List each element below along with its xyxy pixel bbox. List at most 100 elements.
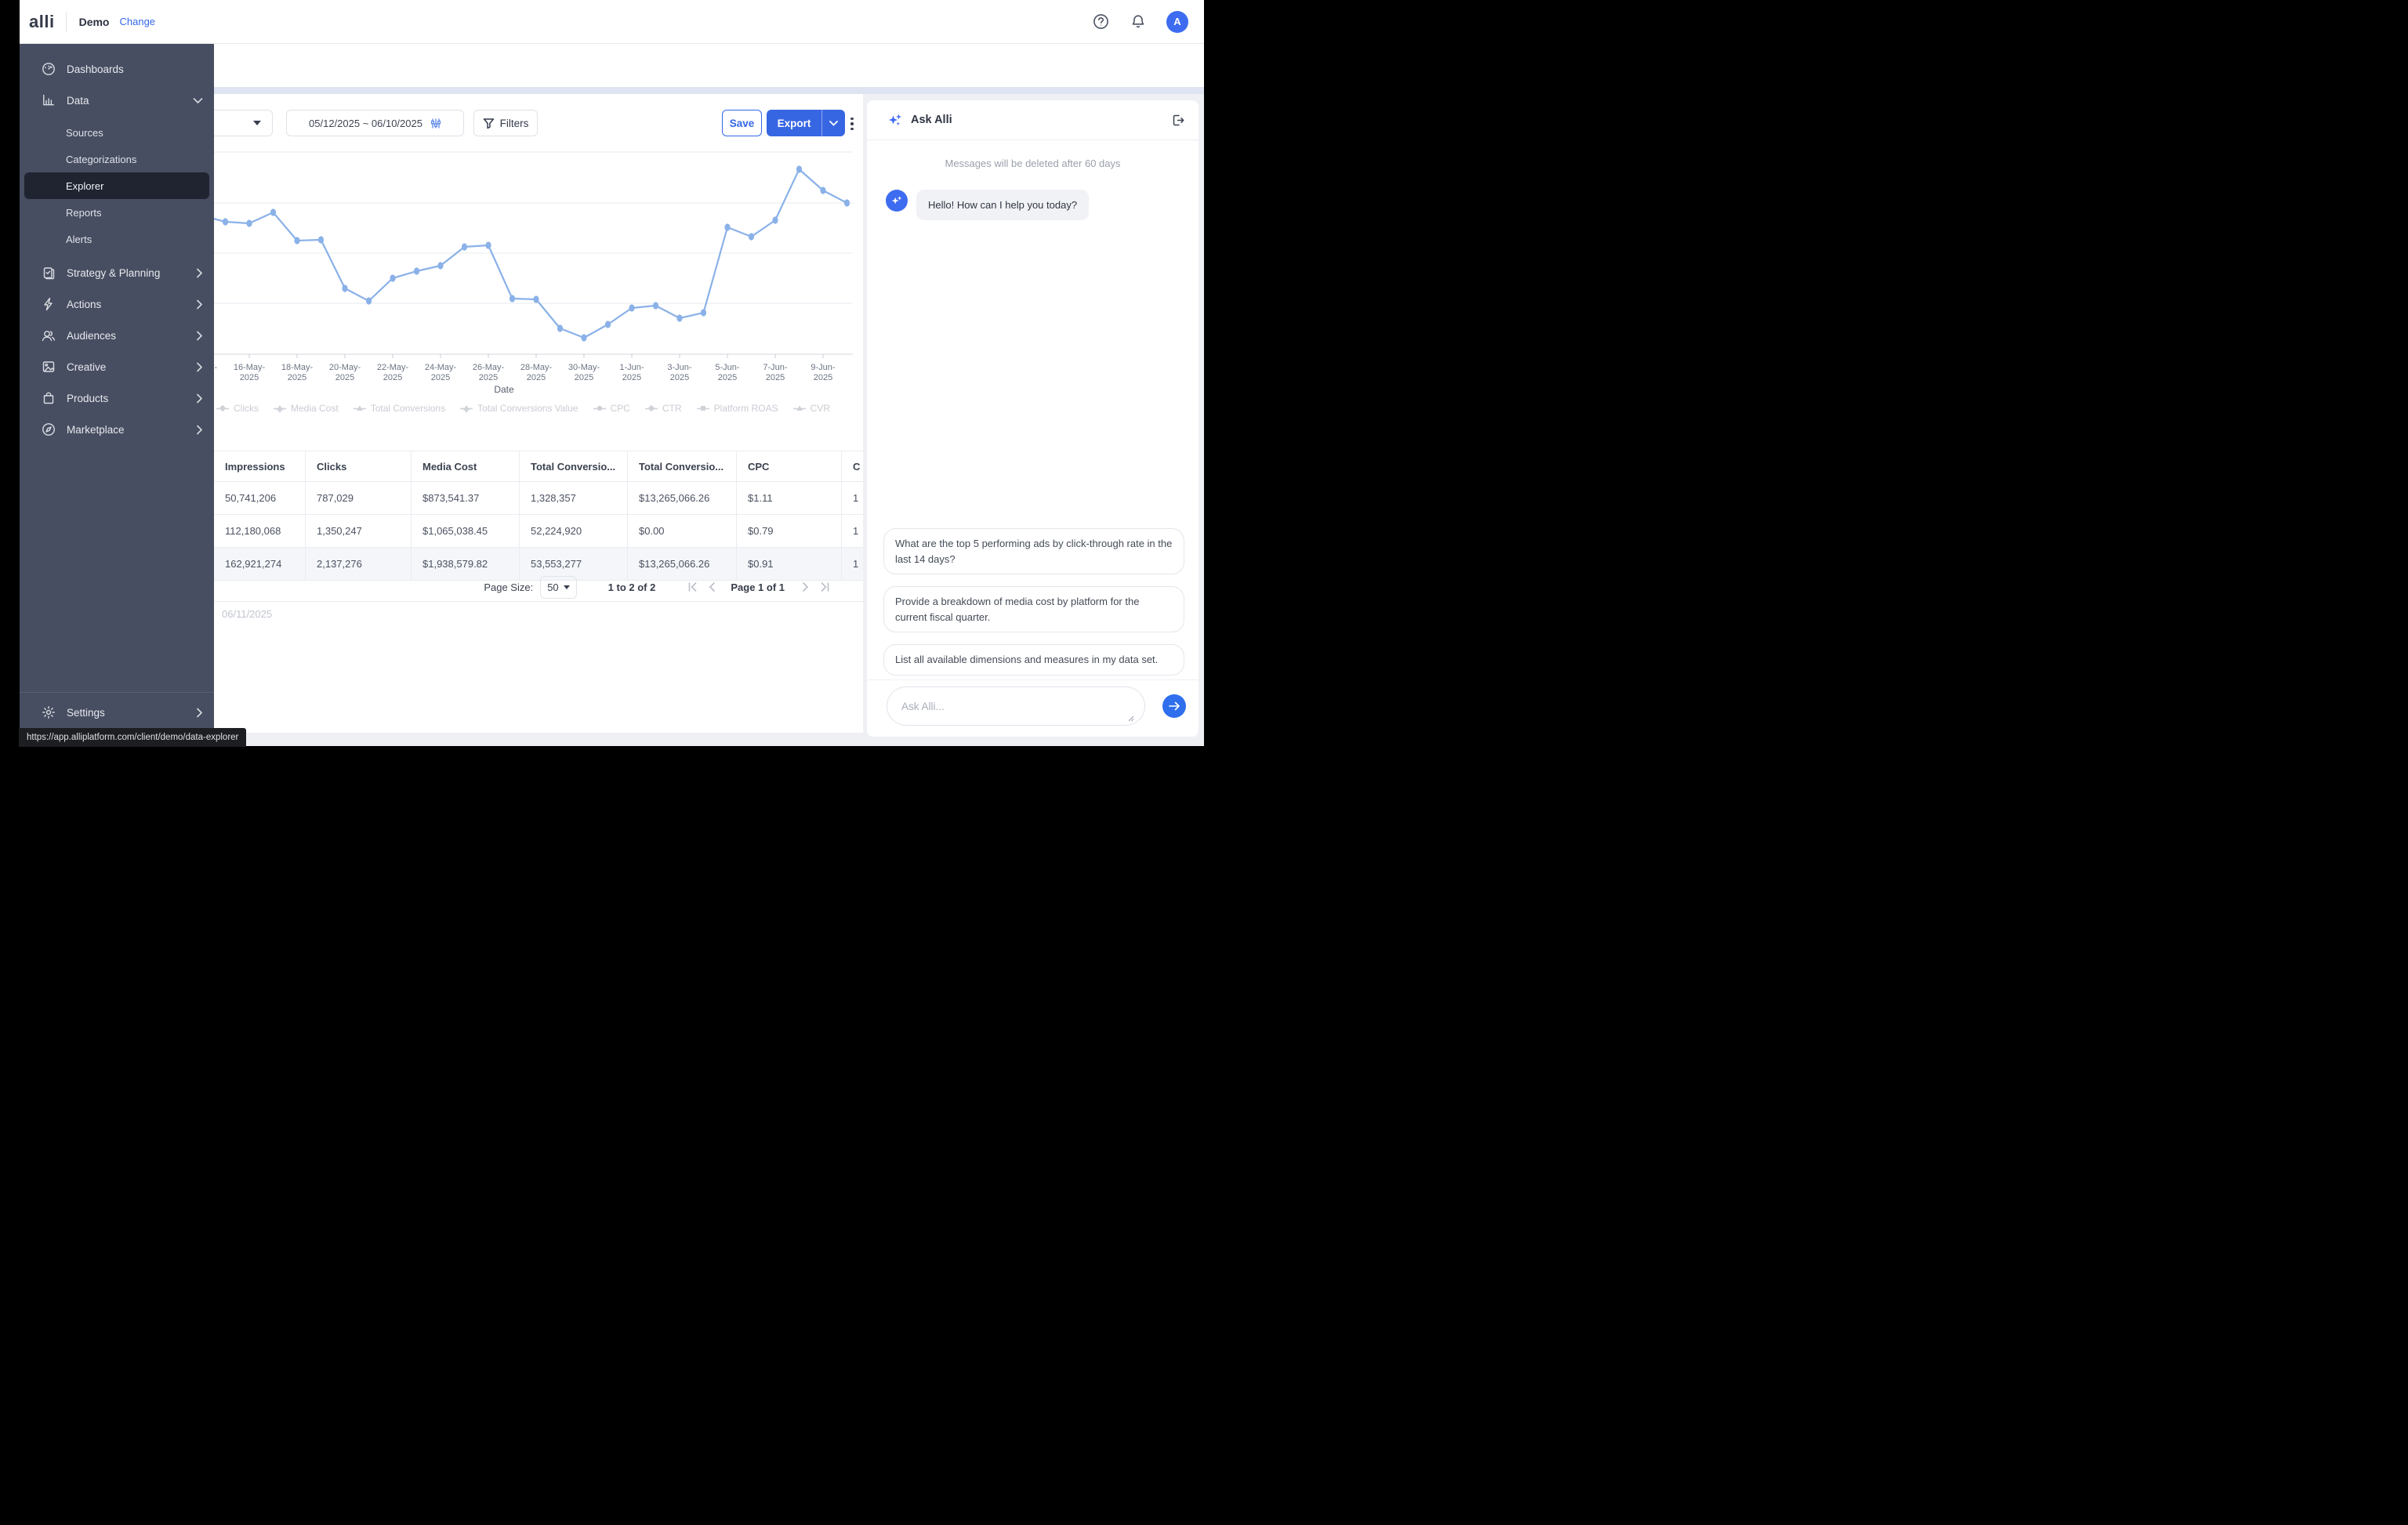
table-header-cell[interactable]: Clicks bbox=[306, 451, 412, 481]
sidebar-item-dashboards[interactable]: Dashboards bbox=[20, 53, 214, 85]
prev-page-button[interactable] bbox=[702, 582, 721, 592]
table-cell: $13,265,066.26 bbox=[628, 548, 737, 580]
x-tick-label: 14-May-2025 bbox=[214, 363, 218, 372]
chevron-right-icon bbox=[196, 393, 203, 404]
filters-label: Filters bbox=[499, 117, 529, 129]
data-icon bbox=[41, 93, 56, 107]
export-label: Export bbox=[777, 117, 811, 129]
x-tick-label: 20-May- 2025 bbox=[328, 363, 361, 382]
suggested-prompt-1[interactable]: What are the top 5 performing ads by cli… bbox=[883, 528, 1184, 574]
chevron-right-icon bbox=[196, 268, 203, 278]
send-button[interactable] bbox=[1162, 694, 1186, 718]
marketplace-icon bbox=[41, 422, 56, 436]
sidebar-item-data[interactable]: Data bbox=[20, 85, 214, 116]
table-header-cell[interactable]: CPC bbox=[737, 451, 842, 481]
status-url-tooltip: https://app.alliplatform.com/client/demo… bbox=[19, 728, 247, 747]
last-page-button[interactable] bbox=[814, 582, 833, 592]
filters-button[interactable]: Filters bbox=[473, 110, 538, 136]
data-updated-date: 06/11/2025 bbox=[222, 608, 273, 620]
table-row[interactable]: 112,180,068 1,350,247 $1,065,038.45 52,224,… bbox=[214, 515, 863, 548]
table-cell: $873,541.37 bbox=[412, 482, 520, 514]
suggested-prompt-2[interactable]: Provide a breakdown of media cost by pla… bbox=[883, 586, 1184, 632]
sidebar-item-marketplace[interactable]: Marketplace bbox=[20, 414, 214, 445]
sidebar-item-reports[interactable]: Reports bbox=[66, 206, 102, 219]
assistant-message-bubble: Hello! How can I help you today? bbox=[916, 190, 1090, 220]
table-cell: 53,553,277 bbox=[520, 548, 628, 580]
line-chart: 14-May-2025 16-May-2025 18-May-2025 20-May-… bbox=[214, 141, 863, 382]
content-header-band bbox=[214, 43, 1204, 87]
export-chevron-down-icon[interactable] bbox=[822, 120, 845, 126]
date-range-input[interactable]: 05/12/2025 ~ 06/10/2025 bbox=[286, 110, 464, 136]
sidebar-item-creative[interactable]: Creative bbox=[20, 351, 214, 382]
export-button[interactable]: Export bbox=[767, 110, 845, 136]
table-header-cell[interactable]: C bbox=[842, 451, 863, 481]
notifications-bell-icon[interactable] bbox=[1130, 13, 1146, 30]
x-tick-label: 5-Jun- 2025 bbox=[715, 363, 740, 382]
sidebar-item-products[interactable]: Products bbox=[20, 382, 214, 414]
sidebar-item-categorizations[interactable]: Categorizations bbox=[66, 153, 137, 165]
sidebar-item-audiences[interactable]: Audiences bbox=[20, 320, 214, 351]
table-cell: 1,328,357 bbox=[520, 482, 628, 514]
x-tick-label: 24-May- 2025 bbox=[424, 363, 457, 382]
more-options-kebab[interactable] bbox=[847, 115, 858, 132]
x-tick-label: 3-Jun- 2025 bbox=[667, 363, 692, 382]
collapse-panel-icon[interactable] bbox=[1171, 114, 1184, 127]
table-row[interactable]: 50,741,206 787,029 $873,541.37 1,328,357 $13… bbox=[214, 482, 863, 515]
ask-alli-panel: Ask Alli Messages will be deleted after … bbox=[867, 100, 1199, 737]
sidebar-item-explorer[interactable]: Explorer bbox=[24, 172, 209, 199]
export-split-divider bbox=[821, 110, 822, 136]
alli-logo: alli bbox=[29, 11, 55, 31]
table-header-cell[interactable]: Impressions bbox=[214, 451, 306, 481]
legend-item-cvr[interactable]: CVR bbox=[792, 403, 830, 414]
ask-alli-input[interactable] bbox=[887, 686, 1145, 726]
table-pagination: Page Size: 50 1 to 2 of 2 Page 1 of 1 bbox=[214, 573, 863, 602]
results-table: Impressions Clicks Media Cost Total Convers… bbox=[214, 451, 863, 581]
legend-item-clicks[interactable]: Clicks bbox=[216, 403, 259, 414]
legend-item-platform-roas[interactable]: Platform ROAS bbox=[696, 403, 778, 414]
table-cell: 162,921,274 bbox=[214, 548, 306, 580]
x-tick-label: 22-May- 2025 bbox=[376, 363, 409, 382]
metric-dropdown[interactable] bbox=[214, 110, 273, 136]
sidebar-item-alerts[interactable]: Alerts bbox=[66, 233, 92, 245]
table-header-cell[interactable]: Total Conversio... bbox=[628, 451, 737, 481]
next-page-button[interactable] bbox=[796, 582, 814, 592]
sidebar-item-sources[interactable]: Sources bbox=[66, 126, 103, 139]
chevron-right-icon bbox=[196, 299, 203, 310]
explorer-main-card: 05/12/2025 ~ 06/10/2025 Filters Save E bbox=[214, 94, 863, 733]
sidebar-item-actions[interactable]: Actions bbox=[20, 288, 214, 320]
legend-item-total-conversions[interactable]: Total Conversions bbox=[353, 403, 445, 414]
assistant-message: Hello! How can I help you today? bbox=[886, 190, 1090, 220]
audiences-icon bbox=[41, 328, 56, 342]
x-axis-title: Date bbox=[494, 384, 514, 395]
first-page-button[interactable] bbox=[684, 582, 702, 592]
table-header-cell[interactable]: Total Conversio... bbox=[520, 451, 628, 481]
table-cell: 2,137,276 bbox=[306, 548, 412, 580]
table-total-row[interactable]: 162,921,274 2,137,276 $1,938,579.82 53,553,… bbox=[214, 548, 863, 581]
legend-item-media-cost[interactable]: Media Cost bbox=[274, 403, 339, 414]
explorer-toolbar: 05/12/2025 ~ 06/10/2025 Filters Save E bbox=[214, 110, 863, 136]
suggested-prompts: What are the top 5 performing ads by cli… bbox=[883, 528, 1184, 676]
table-cell: 50,741,206 bbox=[214, 482, 306, 514]
legend-item-total-conversions-value[interactable]: Total Conversions Value bbox=[460, 403, 578, 414]
suggested-prompt-3[interactable]: List all available dimensions and measur… bbox=[883, 644, 1184, 676]
legend-item-ctr[interactable]: CTR bbox=[644, 403, 682, 414]
change-client-link[interactable]: Change bbox=[119, 16, 156, 27]
chevron-down-icon bbox=[193, 97, 203, 104]
table-cell: 1,350,247 bbox=[306, 515, 412, 547]
sliders-icon bbox=[430, 118, 441, 128]
lavender-strip bbox=[214, 87, 1204, 94]
help-icon[interactable] bbox=[1093, 13, 1109, 30]
sidebar-item-settings[interactable]: Settings bbox=[20, 697, 214, 728]
funnel-icon bbox=[483, 118, 494, 129]
save-button[interactable]: Save bbox=[722, 110, 762, 136]
page-size-select[interactable]: 50 bbox=[540, 575, 577, 599]
client-name: Demo bbox=[78, 15, 110, 28]
sidebar-item-strategy-planning[interactable]: Strategy & Planning bbox=[20, 257, 214, 288]
chart-legend: Clicks Media Cost Total Conversions Total C… bbox=[216, 403, 830, 414]
creative-icon bbox=[41, 360, 56, 374]
chart-canvas[interactable] bbox=[214, 141, 863, 364]
resize-handle-icon[interactable] bbox=[1126, 712, 1134, 726]
legend-item-cpc[interactable]: CPC bbox=[593, 403, 630, 414]
user-avatar[interactable]: A bbox=[1166, 10, 1188, 33]
table-header-cell[interactable]: Media Cost bbox=[412, 451, 520, 481]
